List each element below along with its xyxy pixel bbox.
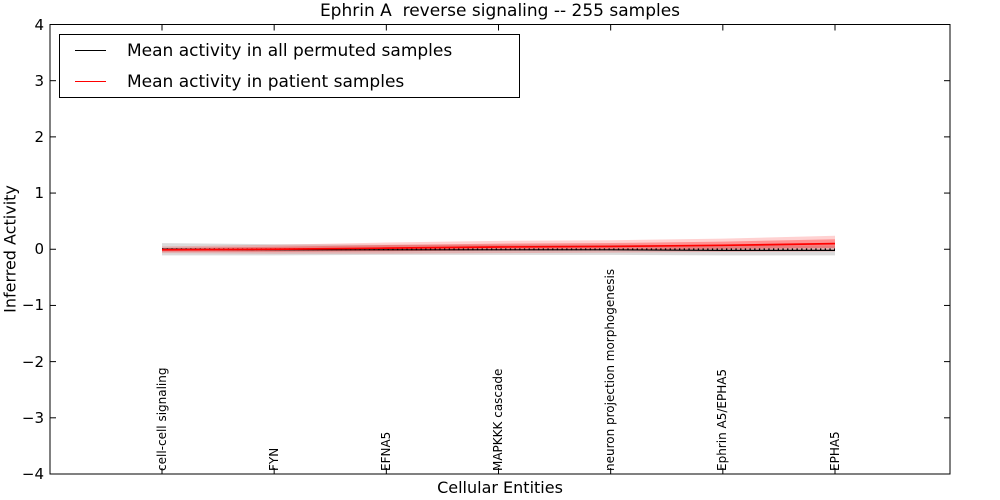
y-tick-label: 4 (34, 15, 44, 34)
chart-title: Ephrin A reverse signaling -- 255 sample… (319, 1, 681, 21)
x-tick-label: MAPKKK cascade (491, 368, 505, 471)
legend-line-permuted-icon (75, 50, 106, 51)
x-tick-label: FYN (266, 447, 281, 471)
x-tick-label: EFNA5 (378, 431, 393, 471)
x-axis-label: Cellular Entities (437, 478, 563, 497)
y-tick-label: −4 (21, 465, 44, 483)
y-tick-label: −2 (21, 352, 44, 371)
x-tick-label: EPHA5 (827, 431, 842, 471)
y-tick-label: 0 (34, 240, 44, 259)
legend-entry-patient: Mean activity in patient samples (60, 72, 519, 92)
y-tick-label: 1 (34, 184, 44, 203)
legend-line-patient-icon (75, 81, 106, 82)
legend: Mean activity in all permuted samples Me… (59, 34, 520, 98)
legend-label-patient: Mean activity in patient samples (127, 71, 405, 92)
legend-label-permuted: Mean activity in all permuted samples (127, 40, 453, 61)
y-tick-label: −3 (21, 408, 44, 427)
y-tick-label: 3 (34, 71, 44, 90)
x-tick-label: neuron projection morphogenesis (603, 268, 618, 471)
y-tick-label: 2 (34, 127, 44, 146)
y-tick-label: −1 (21, 296, 44, 315)
legend-entry-permuted: Mean activity in all permuted samples (60, 41, 519, 61)
x-tick-label: cell-cell signaling (154, 367, 169, 472)
x-tick-label: Ephrin A5/EPHA5 (715, 368, 730, 471)
